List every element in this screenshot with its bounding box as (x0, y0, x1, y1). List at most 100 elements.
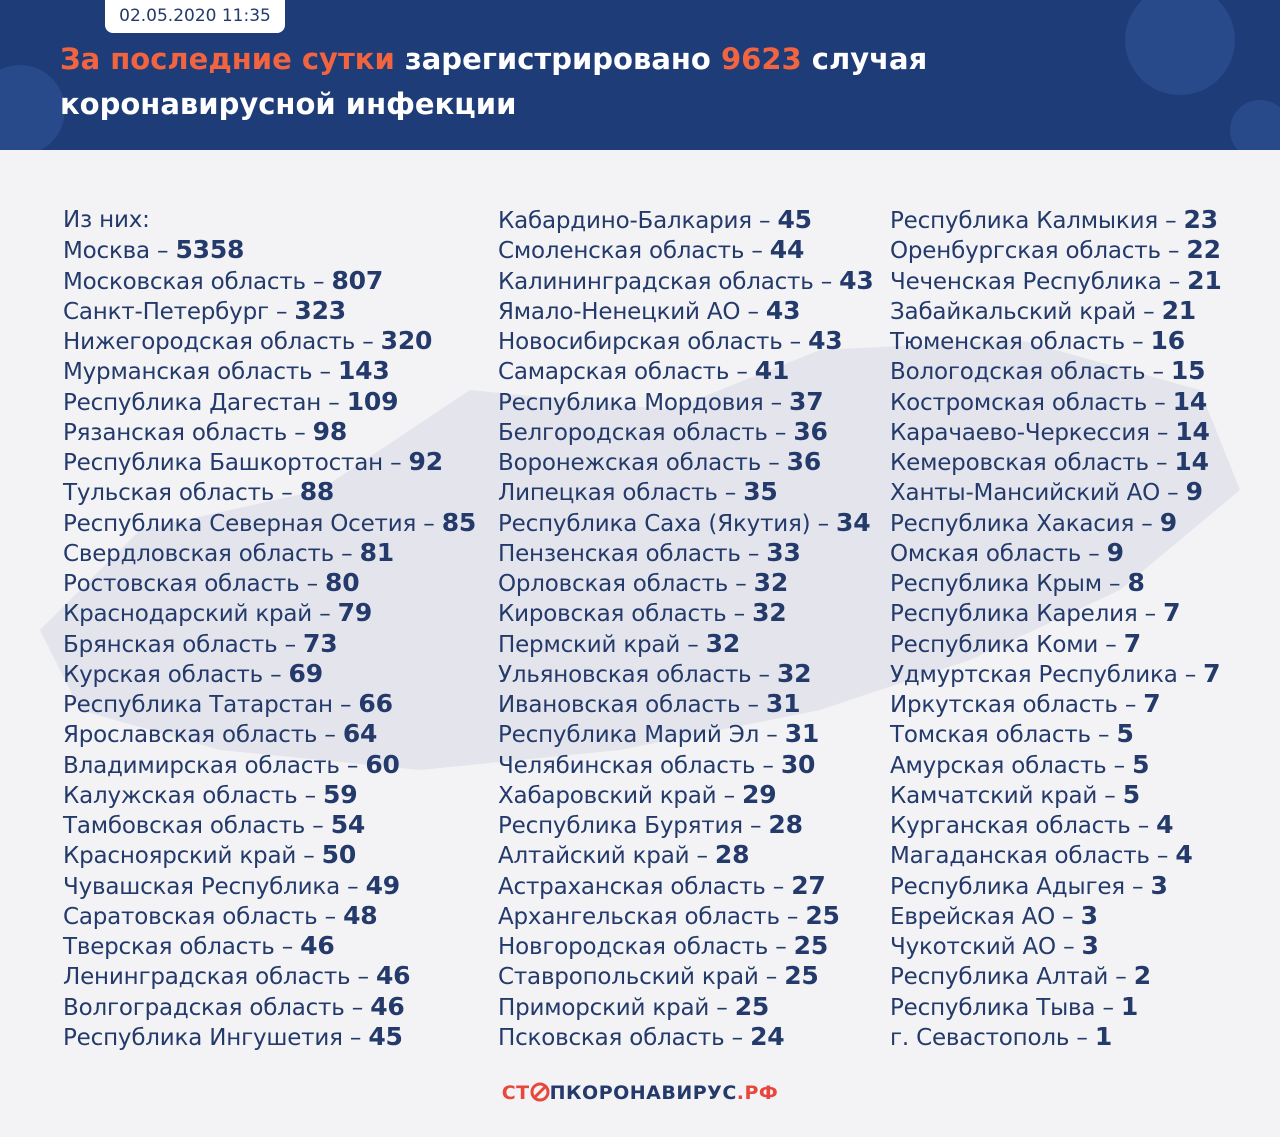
region-row: Забайкальский край – 21 (890, 296, 1196, 327)
case-count: 320 (380, 326, 433, 355)
separator: – (1105, 631, 1117, 658)
case-count: 3 (1081, 931, 1099, 960)
separator: – (304, 782, 317, 809)
separator: – (390, 450, 402, 476)
case-count: 88 (299, 477, 335, 507)
separator: – (731, 1024, 744, 1051)
region-name: Республика Карелия (890, 601, 1138, 628)
separator: – (775, 934, 787, 960)
title-line-2: коронавирусной инфекции (60, 87, 517, 121)
separator: – (1144, 601, 1157, 628)
region-row: Республика Калмыкия – 23 (890, 205, 1218, 236)
region-name: Камчатский край (890, 782, 1098, 809)
region-name: Ханты-Мансийский АО (890, 480, 1161, 507)
separator: – (747, 692, 759, 718)
separator: – (766, 722, 778, 749)
separator: – (1184, 661, 1197, 688)
logo-middle: ПКОРОНАВИРУС (549, 1082, 737, 1104)
region-name: г. Севастополь (890, 1024, 1070, 1051)
region-name: Тульская область (63, 480, 275, 507)
case-count: 4 (1175, 840, 1193, 870)
region-row: Иркутская область – 7 (890, 689, 1161, 720)
region-row: Республика Ингушетия – 45 (63, 1022, 403, 1053)
case-count: 22 (1186, 235, 1221, 265)
region-row: Самарская область – 41 (498, 356, 789, 387)
separator: – (1137, 813, 1150, 839)
separator: – (270, 661, 282, 688)
case-count: 60 (365, 749, 400, 779)
separator: – (765, 964, 778, 991)
separator: – (347, 873, 359, 900)
region-row: Смоленская область – 44 (498, 235, 804, 266)
region-name: Оренбургская область (890, 238, 1161, 265)
region-row: Республика Саха (Якутия) – 34 (498, 508, 871, 539)
case-count: 8 (1127, 568, 1145, 597)
separator: – (820, 268, 833, 295)
region-name: Красноярский край (63, 843, 297, 870)
region-name: Белгородская область (498, 419, 768, 446)
region-row: Рязанская область – 98 (63, 417, 347, 448)
region-name: Челябинская область (498, 752, 756, 779)
case-count: 323 (294, 295, 347, 325)
separator: – (772, 873, 785, 900)
logo-end: .РФ (736, 1082, 779, 1104)
case-count: 25 (734, 991, 770, 1021)
separator: – (349, 1024, 362, 1051)
region-name: Новгородская область (498, 934, 769, 960)
case-count: 32 (752, 598, 787, 628)
case-count: 45 (777, 205, 812, 234)
region-name: Чувашская Республика (63, 873, 340, 900)
case-count: 9 (1159, 507, 1177, 537)
case-count: 5 (1132, 749, 1150, 779)
case-count: 7 (1143, 689, 1161, 718)
separator: – (324, 903, 337, 930)
case-count: 14 (1175, 416, 1210, 446)
region-name: Республика Калмыкия (890, 208, 1158, 234)
region-name: Смоленская область (498, 238, 745, 265)
region-name: Ярославская область (63, 722, 318, 749)
region-name: Тамбовская область (63, 813, 306, 839)
case-count: 32 (753, 568, 789, 597)
case-count: 37 (789, 386, 824, 416)
header: 02.05.2020 11:35 За последние сутки заре… (0, 0, 1280, 150)
region-name: Рязанская область (63, 419, 288, 446)
case-count: 23 (1183, 205, 1219, 234)
case-count: 3 (1150, 870, 1168, 900)
region-row: Архангельская область – 25 (498, 901, 840, 932)
region-name: Санкт-Петербург (63, 298, 269, 325)
region-name: Ростовская область (63, 571, 300, 597)
case-count: 16 (1150, 326, 1186, 355)
region-name: Кабардино-Балкария (498, 208, 752, 234)
region-name: Республика Тыва (890, 994, 1096, 1021)
region-row: Приморский край – 25 (498, 992, 769, 1023)
separator: – (758, 661, 771, 688)
case-count: 4 (1156, 810, 1174, 839)
region-name: Республика Мордовия (498, 389, 764, 416)
separator: – (733, 601, 746, 628)
separator: – (1167, 238, 1180, 265)
separator: – (749, 813, 762, 839)
region-row: Омская область – 9 (890, 538, 1124, 569)
region-row: Нижегородская область – 320 (63, 326, 432, 357)
region-row: Карачаево-Черкессия – 14 (890, 417, 1210, 448)
date: 02.05.2020 11:35 (105, 0, 285, 33)
region-row: Республика Дагестан – 109 (63, 387, 398, 418)
region-row: Астраханская область – 27 (498, 871, 826, 902)
region-row: Республика Бурятия – 28 (498, 810, 803, 841)
case-count: 79 (337, 598, 373, 628)
separator: – (687, 631, 699, 658)
region-row: Пермский край – 32 (498, 629, 740, 660)
separator: – (1141, 510, 1153, 537)
region-name: Ивановская область (498, 692, 741, 718)
case-count: 81 (359, 537, 395, 567)
case-count: 5358 (175, 235, 245, 265)
separator: – (1098, 722, 1110, 749)
region-row: Краснодарский край – 79 (63, 598, 372, 629)
region-row: Новосибирская область – 43 (498, 326, 843, 357)
case-count: 49 (365, 870, 401, 900)
separator: – (319, 359, 332, 386)
region-name: Республика Крым (890, 571, 1102, 597)
region-name: Хабаровский край (498, 782, 717, 809)
case-count: 21 (1187, 265, 1222, 295)
case-count: 98 (312, 416, 348, 446)
